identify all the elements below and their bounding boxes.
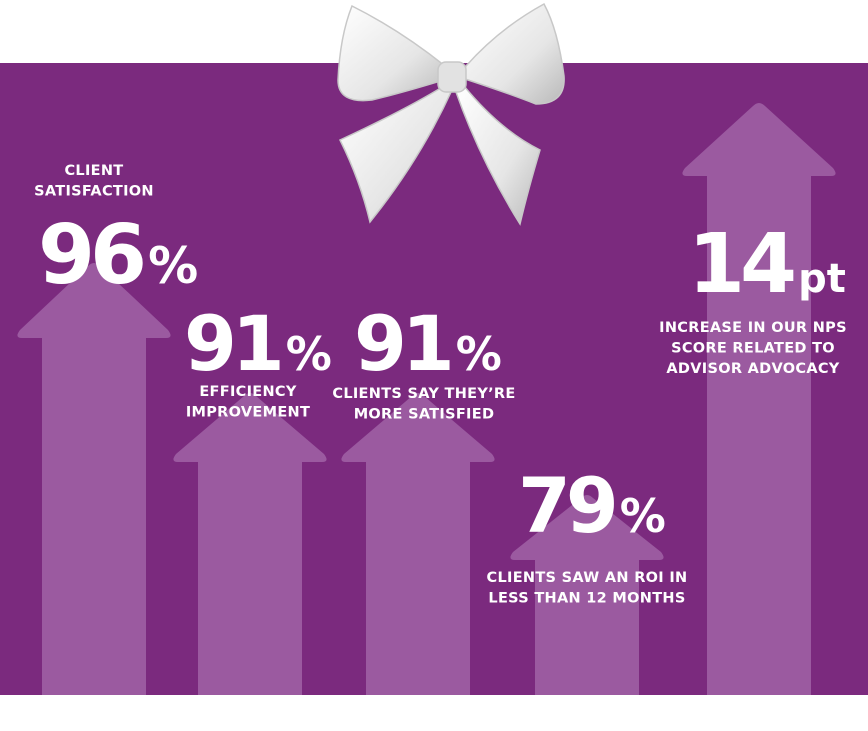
arrow	[510, 495, 664, 695]
stat-number: 96	[38, 208, 143, 303]
stat-unit: %	[456, 327, 502, 381]
stat-label: INCREASE IN OUR NPS	[659, 320, 847, 336]
stat: 14 pt INCREASE IN OUR NPS SCORE RELATED TO A…	[659, 217, 847, 377]
stat: 79 % CLIENTS SAW AN ROI IN LESS THAN 12 MON…	[487, 461, 688, 607]
bow-loop	[337, 4, 452, 102]
stat-unit: %	[620, 489, 666, 543]
stat-label: CLIENTS SAW AN ROI IN	[487, 570, 688, 586]
stat-value: 14 pt	[688, 217, 846, 312]
stat-value: 91%	[354, 299, 502, 388]
arrows	[17, 103, 836, 695]
stat-unit: pt	[798, 256, 846, 302]
stat-label: EFFICIENCY	[199, 384, 297, 400]
stat-label: LESS THAN 12 MONTHS	[488, 591, 685, 607]
stat-number: 79	[518, 461, 615, 550]
arrow	[341, 393, 495, 695]
stat-label: CLIENT	[64, 163, 123, 179]
stat: 96 % CLIENT SATISFACTION	[34, 163, 198, 303]
stat-value: 79%	[518, 461, 666, 550]
bow	[337, 2, 565, 226]
stat-number: 91	[184, 299, 280, 388]
stat-label: ADVISOR ADVOCACY	[666, 361, 839, 377]
stat-unit: %	[286, 327, 332, 381]
stat-label: MORE SATISFIED	[354, 407, 495, 423]
bow-loop	[461, 2, 565, 105]
stat-value: 96%	[38, 208, 198, 303]
arrow	[173, 393, 327, 695]
bow-knot	[437, 61, 467, 93]
stat-unit: %	[148, 237, 198, 295]
stat-number: 14	[688, 217, 794, 312]
stat-label: SATISFACTION	[34, 184, 154, 200]
bow-tail	[455, 84, 541, 226]
stat-value: 91%	[184, 299, 332, 388]
arrow	[682, 103, 836, 695]
stat-label: IMPROVEMENT	[186, 405, 310, 421]
stat-label: CLIENTS SAY THEY’RE	[332, 386, 515, 402]
stat-number: 91	[354, 299, 450, 388]
stat-label: SCORE RELATED TO	[671, 341, 835, 357]
bow-tail	[338, 85, 453, 224]
arrow	[17, 263, 171, 695]
